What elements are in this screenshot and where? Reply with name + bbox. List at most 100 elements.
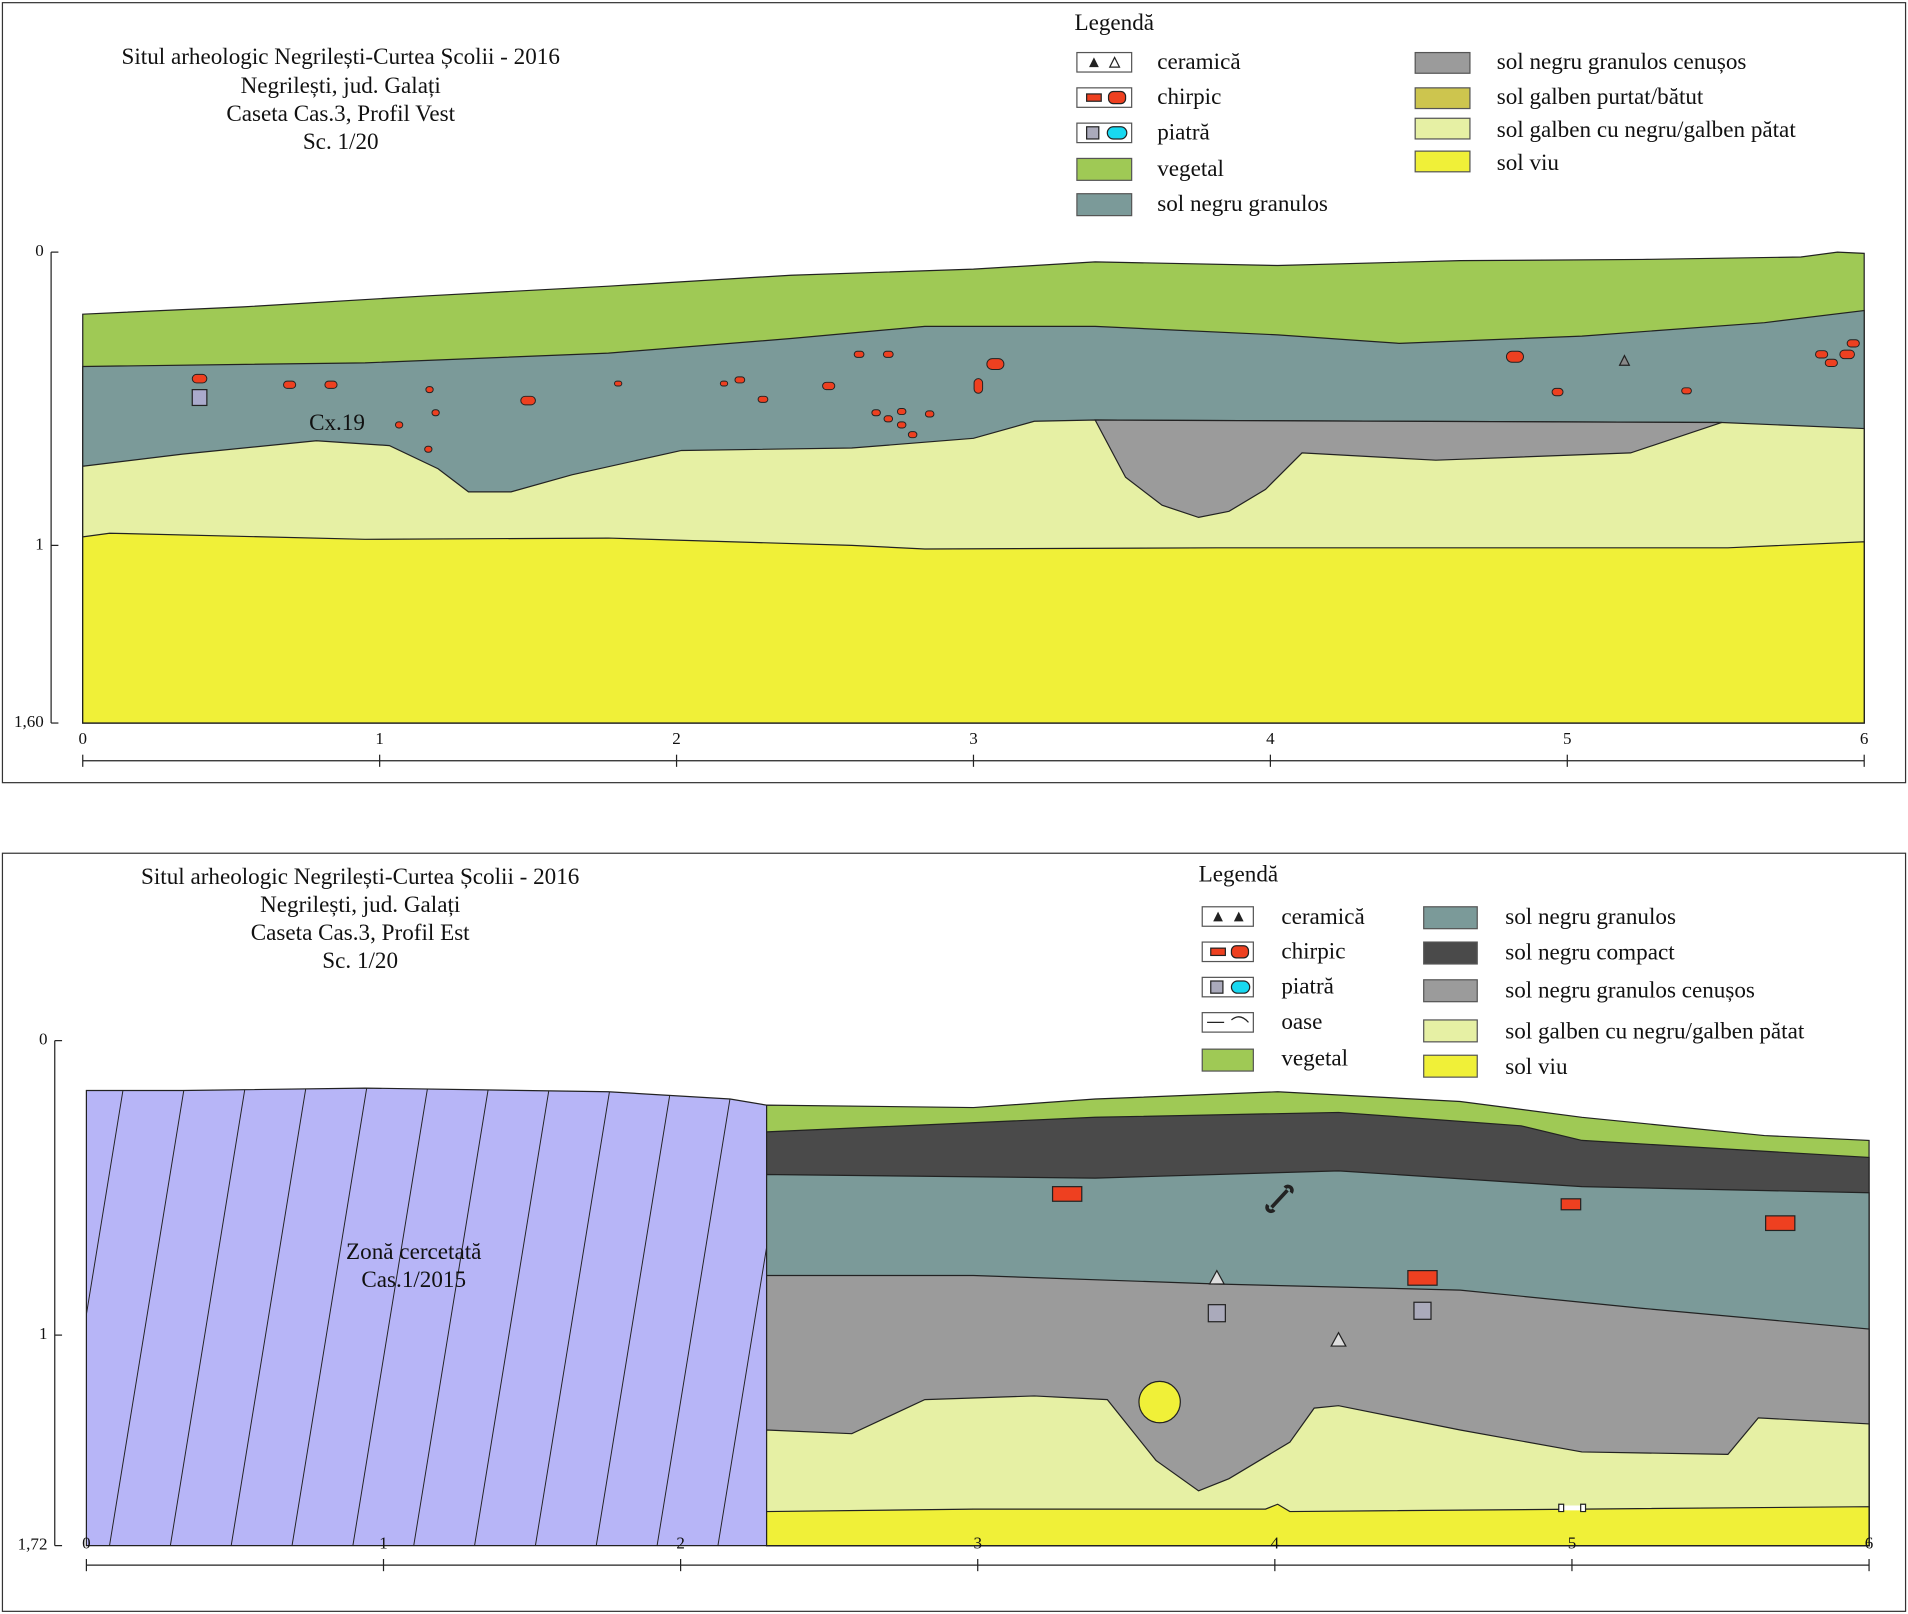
stone <box>1413 1301 1432 1320</box>
hatch-line <box>595 1088 673 1546</box>
title: Sc. 1/20 <box>303 128 379 154</box>
chirpic <box>425 386 434 394</box>
x-tick-label: 6 <box>1860 729 1869 748</box>
legend-label: sol negru granulos cenușos <box>1497 48 1747 74</box>
title: Caseta Cas.3, Profil Est <box>251 919 470 945</box>
legend-label: sol viu <box>1497 149 1560 175</box>
hatch-line <box>413 1088 490 1546</box>
legend-label: chirpic <box>1281 937 1345 963</box>
x-tick-label: 5 <box>1563 729 1572 748</box>
ceramic <box>1208 1269 1226 1285</box>
chirpic <box>871 409 881 417</box>
title: Sc. 1/20 <box>322 947 398 973</box>
hatch-line <box>169 1088 247 1546</box>
x-tick-label: 2 <box>676 1533 685 1552</box>
chirpic <box>896 421 907 429</box>
chirpic <box>1681 387 1692 395</box>
chirpic <box>883 415 894 423</box>
layer-sol-cenusos <box>1094 419 1723 519</box>
chirpic <box>1824 358 1838 367</box>
legend-title: Legendă <box>1199 861 1279 887</box>
chirpic <box>853 350 865 358</box>
legend-label: sol negru granulos cenușos <box>1505 976 1755 1002</box>
legend-label: sol negru granulos <box>1157 190 1328 216</box>
ceramic <box>1330 1331 1347 1347</box>
legend-label: chirpic <box>1157 83 1221 109</box>
x-tick-label: 0 <box>78 729 87 748</box>
x-tick-label: 5 <box>1568 1533 1577 1552</box>
zone-researched <box>85 1087 768 1547</box>
chirpic <box>614 380 623 387</box>
stone <box>191 389 208 407</box>
layer-sol-galben-patat <box>765 1395 1870 1547</box>
chirpic <box>1815 350 1829 359</box>
zone-label: Cas.1/2015 <box>361 1266 466 1292</box>
title: Situl arheologic Negrilești-Curtea Școli… <box>141 863 579 889</box>
feature-label: Cx.19 <box>309 409 365 435</box>
chirpic <box>394 421 404 429</box>
y-tick-label: 1,72 <box>18 1535 48 1554</box>
x-tick-label: 6 <box>1865 1533 1874 1552</box>
hatch-line <box>291 1088 368 1546</box>
legend-label: sol negru compact <box>1505 939 1675 965</box>
x-tick-label: 4 <box>1271 1533 1280 1552</box>
title: Negrilești, jud. Galați <box>260 891 460 917</box>
x-tick-label: 3 <box>973 1533 982 1552</box>
y-tick-label: 1 <box>35 534 44 553</box>
hatch-line <box>717 1088 767 1546</box>
chirpic <box>1505 350 1524 363</box>
legend-label: piatră <box>1281 973 1334 999</box>
pit <box>1138 1380 1181 1424</box>
x-tick-label: 1 <box>379 1533 388 1552</box>
hatch-line <box>230 1088 308 1546</box>
y-tick-label: 1,60 <box>14 712 44 731</box>
hatch-line <box>109 1088 186 1546</box>
chirpic-marks <box>191 339 1860 453</box>
chirpic <box>1551 387 1564 397</box>
chirpic <box>882 350 894 358</box>
legend-label: ceramică <box>1157 48 1240 74</box>
legend-label: sol viu <box>1505 1053 1568 1079</box>
chirpic <box>986 358 1005 371</box>
chirpic <box>907 431 918 439</box>
legend-label: piatră <box>1157 118 1210 144</box>
x-tick-label: 1 <box>375 729 384 748</box>
title: Caseta Cas.3, Profil Vest <box>226 100 455 126</box>
panel-east: Zonă cercetată Cas.1/2015 Situl arheolog… <box>1 852 1907 1612</box>
chirpic <box>1846 339 1860 348</box>
chirpic <box>924 410 935 418</box>
chirpic <box>1839 349 1855 360</box>
chirpic <box>431 409 440 417</box>
chirpic <box>520 395 536 406</box>
hatch-line <box>534 1088 612 1546</box>
chirpic-marks <box>1051 1186 1796 1286</box>
chirpic <box>719 380 729 387</box>
x-tick-label: 3 <box>969 729 978 748</box>
legend-label: sol negru granulos <box>1505 903 1676 929</box>
legend-label: vegetal <box>1157 155 1224 181</box>
ceramic <box>1618 354 1631 366</box>
x-tick-label: 2 <box>672 729 681 748</box>
frame <box>1 2 1907 784</box>
chirpic <box>896 407 907 416</box>
chirpic <box>424 445 433 453</box>
y-tick-label: 1 <box>39 1324 48 1343</box>
chirpic <box>734 376 746 384</box>
x-tick-label: 0 <box>82 1533 91 1552</box>
x-tick-label: 4 <box>1266 729 1275 748</box>
chirpic <box>324 380 338 389</box>
layer-sol-viu <box>82 532 1865 724</box>
hatch-line <box>656 1088 734 1546</box>
hatch-line <box>86 1088 125 1546</box>
legend-label: sol galben cu negru/galben pătat <box>1497 116 1797 142</box>
title: Situl arheologic Negrilești-Curtea Școli… <box>122 43 560 69</box>
zone-label: Zonă cercetată <box>346 1238 481 1264</box>
legend-label: sol galben cu negru/galben pătat <box>1505 1018 1805 1044</box>
title: Negrilești, jud. Galați <box>241 72 441 98</box>
frame <box>1 852 1907 1612</box>
legend-label: sol galben purtat/bătut <box>1497 83 1704 109</box>
chirpic <box>191 373 208 384</box>
hatch-line <box>474 1088 551 1546</box>
chirpic <box>822 381 836 391</box>
